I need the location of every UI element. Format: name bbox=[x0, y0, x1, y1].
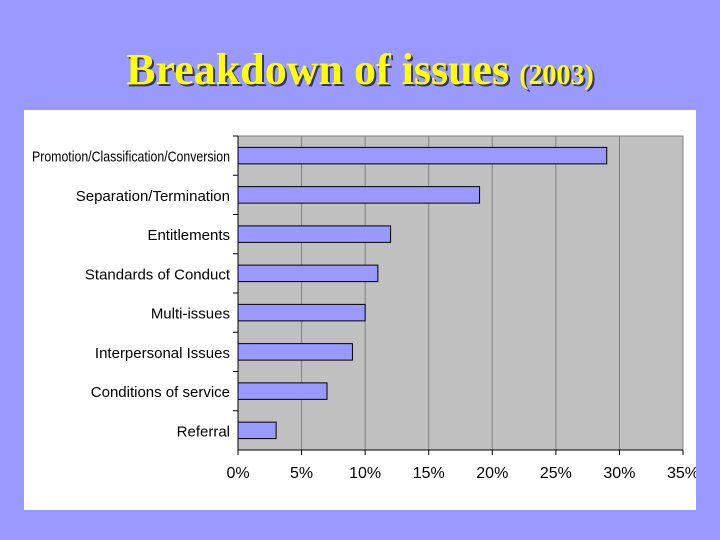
category-label: Conditions of service bbox=[91, 384, 230, 401]
x-tick-label: 35% bbox=[667, 465, 696, 482]
category-label: Promotion/Classification/Conversion bbox=[32, 149, 230, 166]
bar bbox=[237, 264, 379, 283]
bar-chart: 0% 5% 10% 15% 20% 25% 30% 35% Promotion/Classifi… bbox=[32, 135, 696, 482]
category-label: Standards of Conduct bbox=[85, 266, 231, 283]
bar bbox=[237, 421, 277, 440]
bar bbox=[237, 186, 481, 204]
x-tick-label: 5% bbox=[290, 465, 313, 482]
x-tick-label: 15% bbox=[413, 465, 445, 482]
category-label: Entitlements bbox=[147, 227, 230, 244]
bar bbox=[237, 343, 353, 361]
chart-panel: 0% 5% 10% 15% 20% 25% 30% 35% Promotion/Classifi… bbox=[24, 110, 696, 510]
bar bbox=[237, 303, 366, 322]
bar bbox=[237, 225, 392, 243]
x-tick-label: 25% bbox=[540, 465, 572, 482]
x-tick-label: 30% bbox=[603, 465, 635, 482]
slide-title-year: (2003) bbox=[519, 60, 594, 91]
category-label: Interpersonal Issues bbox=[95, 345, 230, 362]
category-label: Multi-issues bbox=[151, 306, 230, 323]
x-tick-label: 20% bbox=[476, 465, 508, 482]
x-tick-label: 10% bbox=[349, 465, 381, 482]
category-label: Separation/Termination bbox=[76, 188, 230, 205]
bar bbox=[237, 382, 328, 400]
x-tick-label: 0% bbox=[226, 465, 249, 482]
slide-title-text: Breakdown of issues bbox=[126, 45, 510, 94]
plot-area bbox=[237, 135, 684, 451]
category-label: Referral bbox=[177, 423, 230, 440]
slide-title: Breakdown of issues (2003) bbox=[0, 44, 720, 95]
bar bbox=[237, 146, 608, 165]
